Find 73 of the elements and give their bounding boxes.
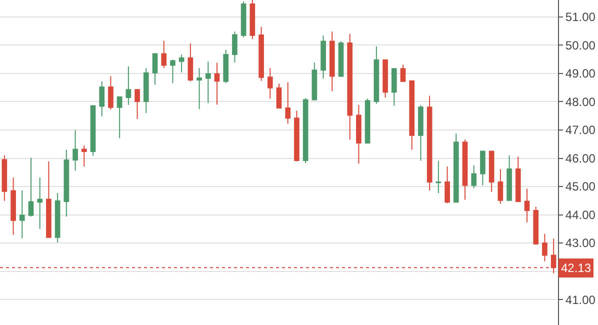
candlestick (426, 95, 432, 191)
candlestick (498, 168, 504, 204)
candlestick (312, 62, 318, 101)
candlestick (116, 96, 122, 139)
y-tick-label: 48.00 (565, 94, 596, 109)
y-tick-label: 46.00 (565, 151, 596, 166)
candlestick (515, 156, 521, 203)
candlestick (444, 166, 450, 204)
candlestick (134, 88, 140, 120)
candlestick (232, 31, 238, 63)
candlestick (364, 98, 370, 144)
candlestick (72, 130, 78, 172)
y-tick-label: 47.00 (565, 123, 596, 138)
candlestick (471, 164, 477, 189)
y-tick-label: 51.00 (565, 10, 596, 24)
candlestick (99, 80, 105, 117)
candlestick (276, 83, 282, 110)
candlestick (533, 206, 539, 246)
candlestick (356, 104, 362, 164)
candlestick (294, 110, 300, 162)
candlestick (108, 76, 114, 110)
candlestick (391, 68, 397, 106)
candlestick (453, 133, 459, 204)
candlestick (285, 82, 291, 124)
candlestick (152, 52, 158, 86)
candlestick (480, 150, 486, 186)
candlestick (258, 26, 264, 82)
candlestick (542, 233, 548, 262)
candlestick (250, 0, 256, 40)
candlestick (382, 58, 388, 98)
candlestick (524, 188, 530, 223)
y-tick-label: 43.00 (565, 236, 596, 250)
candlestick (488, 150, 494, 192)
y-tick-label: 49.00 (565, 66, 596, 81)
candlestick (161, 40, 167, 69)
candlestick (462, 139, 468, 200)
candlestick (28, 157, 34, 217)
candlestick (302, 98, 308, 164)
candlestick (418, 104, 424, 162)
candlestick (338, 40, 344, 78)
candlestick (54, 192, 60, 243)
candlestick (126, 66, 132, 106)
candlestick (506, 154, 512, 202)
y-tick-label: 44.00 (565, 208, 596, 222)
y-tick-label: 45.00 (565, 180, 596, 194)
candlestick (267, 68, 273, 100)
candlestick (347, 33, 353, 140)
candlestick (188, 43, 194, 82)
y-tick-label: 50.00 (565, 38, 596, 52)
candlestick (170, 59, 176, 84)
candlestick (436, 160, 442, 194)
candlestick (10, 176, 16, 236)
candlestick (205, 61, 211, 104)
candlestick (320, 35, 326, 80)
candlestick (214, 62, 220, 106)
candlestick (46, 160, 52, 238)
candlestick (19, 190, 25, 239)
candlestick (2, 154, 8, 202)
candlestick (64, 149, 70, 217)
y-tick-label: 41.00 (565, 292, 596, 307)
candlestick (81, 145, 87, 167)
candlestick (143, 68, 149, 114)
candlestick (329, 31, 335, 92)
ref-line-label: 42.13 (561, 261, 592, 275)
candlestick (37, 176, 43, 230)
candlestick (178, 54, 184, 73)
candlestick (196, 68, 202, 110)
candlestick (240, 0, 246, 38)
candlestick (409, 80, 415, 150)
candlestick (400, 64, 406, 82)
candlestick (374, 46, 380, 104)
candlestick (90, 104, 96, 156)
candlestick (223, 49, 229, 84)
